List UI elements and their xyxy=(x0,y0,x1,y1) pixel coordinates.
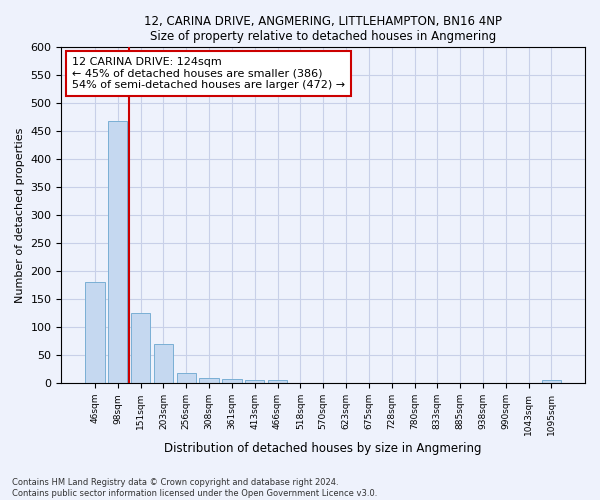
Bar xyxy=(199,378,219,383)
Title: 12, CARINA DRIVE, ANGMERING, LITTLEHAMPTON, BN16 4NP
Size of property relative t: 12, CARINA DRIVE, ANGMERING, LITTLEHAMPT… xyxy=(144,15,502,43)
Y-axis label: Number of detached properties: Number of detached properties xyxy=(15,128,25,303)
Text: 12 CARINA DRIVE: 124sqm
← 45% of detached houses are smaller (386)
54% of semi-d: 12 CARINA DRIVE: 124sqm ← 45% of detache… xyxy=(72,57,345,90)
Bar xyxy=(268,380,287,383)
Bar xyxy=(85,282,104,383)
Bar xyxy=(542,380,561,383)
Bar xyxy=(222,380,242,383)
X-axis label: Distribution of detached houses by size in Angmering: Distribution of detached houses by size … xyxy=(164,442,482,455)
Bar xyxy=(245,380,265,383)
Bar xyxy=(131,312,150,383)
Text: Contains HM Land Registry data © Crown copyright and database right 2024.
Contai: Contains HM Land Registry data © Crown c… xyxy=(12,478,377,498)
Bar xyxy=(108,121,127,383)
Bar xyxy=(154,344,173,383)
Bar xyxy=(176,373,196,383)
